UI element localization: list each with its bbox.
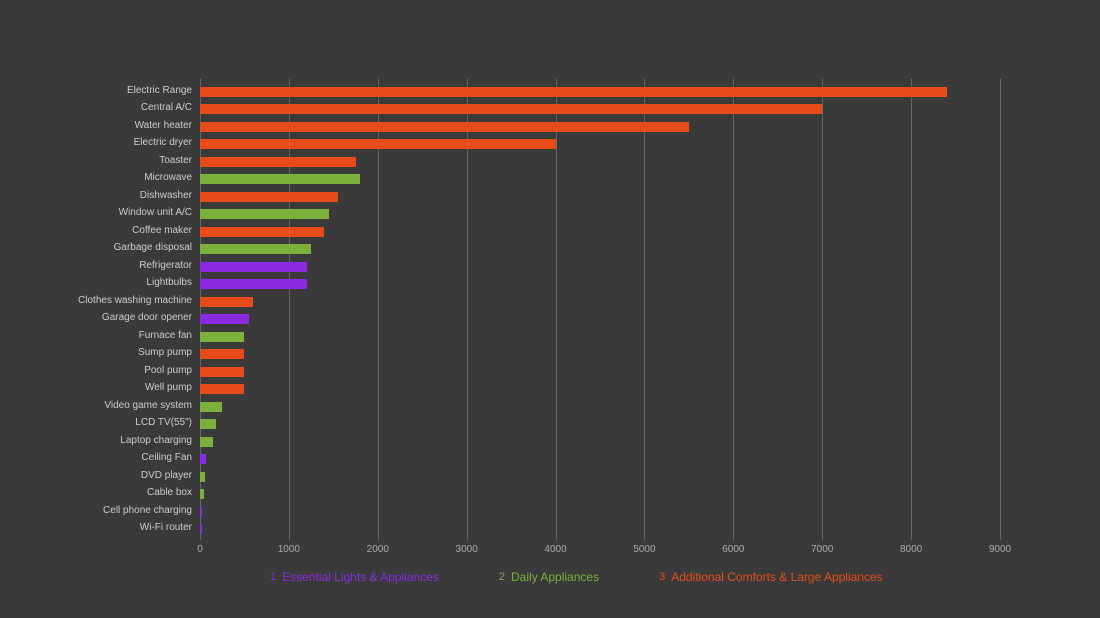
bar <box>200 279 307 289</box>
legend-item-daily: 2 Daily Appliances <box>499 570 599 584</box>
gridline <box>911 79 912 540</box>
bar <box>200 122 689 132</box>
bar <box>200 297 253 307</box>
y-category-label: Water heater <box>0 120 192 131</box>
bar <box>200 489 204 499</box>
y-category-label: Lightbulbs <box>0 277 192 288</box>
gridline <box>556 79 557 540</box>
gridline <box>822 79 823 540</box>
x-tick-label: 3000 <box>456 544 478 555</box>
legend-num-daily: 2 <box>499 571 505 583</box>
y-category-label: Video game system <box>0 400 192 411</box>
y-category-label: Garbage disposal <box>0 242 192 253</box>
x-tick-label: 6000 <box>722 544 744 555</box>
bar <box>200 507 202 517</box>
legend-label-essential: Essential Lights & Appliances <box>282 570 439 584</box>
bar <box>200 349 244 359</box>
bar <box>200 192 338 202</box>
bar <box>200 139 556 149</box>
y-category-label: Furnace fan <box>0 330 192 341</box>
bar <box>200 402 222 412</box>
bar <box>200 262 307 272</box>
x-tick-label: 5000 <box>633 544 655 555</box>
y-category-label: Pool pump <box>0 365 192 376</box>
y-category-label: Cell phone charging <box>0 505 192 516</box>
y-category-label: Clothes washing machine <box>0 295 192 306</box>
y-category-label: Wi-Fi router <box>0 522 192 533</box>
legend-num-essential: 1 <box>270 571 276 583</box>
gridline <box>733 79 734 540</box>
bar <box>200 87 947 97</box>
y-category-label: Ceiling Fan <box>0 452 192 463</box>
y-category-label: Sump pump <box>0 347 192 358</box>
y-category-label: Garage door opener <box>0 312 192 323</box>
bar <box>200 332 244 342</box>
y-category-label: Laptop charging <box>0 435 192 446</box>
y-category-label: Electric dryer <box>0 137 192 148</box>
x-tick-label: 2000 <box>367 544 389 555</box>
y-category-label: Electric Range <box>0 85 192 96</box>
x-tick-label: 7000 <box>811 544 833 555</box>
x-tick-label: 0 <box>197 544 203 555</box>
y-category-label: Well pump <box>0 382 192 393</box>
appliance-power-chart: Electric Range Central A/C Water heater Ele… <box>0 0 1100 618</box>
bar <box>200 437 213 447</box>
gridline <box>644 79 645 540</box>
bar <box>200 174 360 184</box>
y-category-label: Cable box <box>0 487 192 498</box>
y-category-label: Central A/C <box>0 102 192 113</box>
bar <box>200 314 249 324</box>
bar <box>200 419 216 429</box>
x-tick-label: 4000 <box>544 544 566 555</box>
y-category-label: DVD player <box>0 470 192 481</box>
legend-label-large: Additional Comforts & Large Appliances <box>671 570 882 584</box>
bar <box>200 104 822 114</box>
legend-item-large: 3 Additional Comforts & Large Appliances <box>659 570 883 584</box>
bar <box>200 454 206 464</box>
y-category-label: Window unit A/C <box>0 207 192 218</box>
legend-num-large: 3 <box>659 571 665 583</box>
y-category-label: Dishwasher <box>0 190 192 201</box>
x-tick-label: 9000 <box>989 544 1011 555</box>
legend-label-daily: Daily Appliances <box>511 570 599 584</box>
bar <box>200 472 205 482</box>
bar <box>200 244 311 254</box>
legend: 1 Essential Lights & Appliances 2 Daily … <box>270 570 883 584</box>
y-category-label: Microwave <box>0 172 192 183</box>
bar <box>200 209 329 219</box>
x-tick-label: 1000 <box>278 544 300 555</box>
bar <box>200 524 202 534</box>
bar <box>200 227 324 237</box>
y-category-label: LCD TV(55") <box>0 417 192 428</box>
x-tick-label: 8000 <box>900 544 922 555</box>
y-category-label: Coffee maker <box>0 225 192 236</box>
y-category-label: Refrigerator <box>0 260 192 271</box>
y-category-label: Toaster <box>0 155 192 166</box>
bar <box>200 367 244 377</box>
bar <box>200 384 244 394</box>
legend-item-essential: 1 Essential Lights & Appliances <box>270 570 439 584</box>
bar <box>200 157 356 167</box>
gridline <box>1000 79 1001 540</box>
